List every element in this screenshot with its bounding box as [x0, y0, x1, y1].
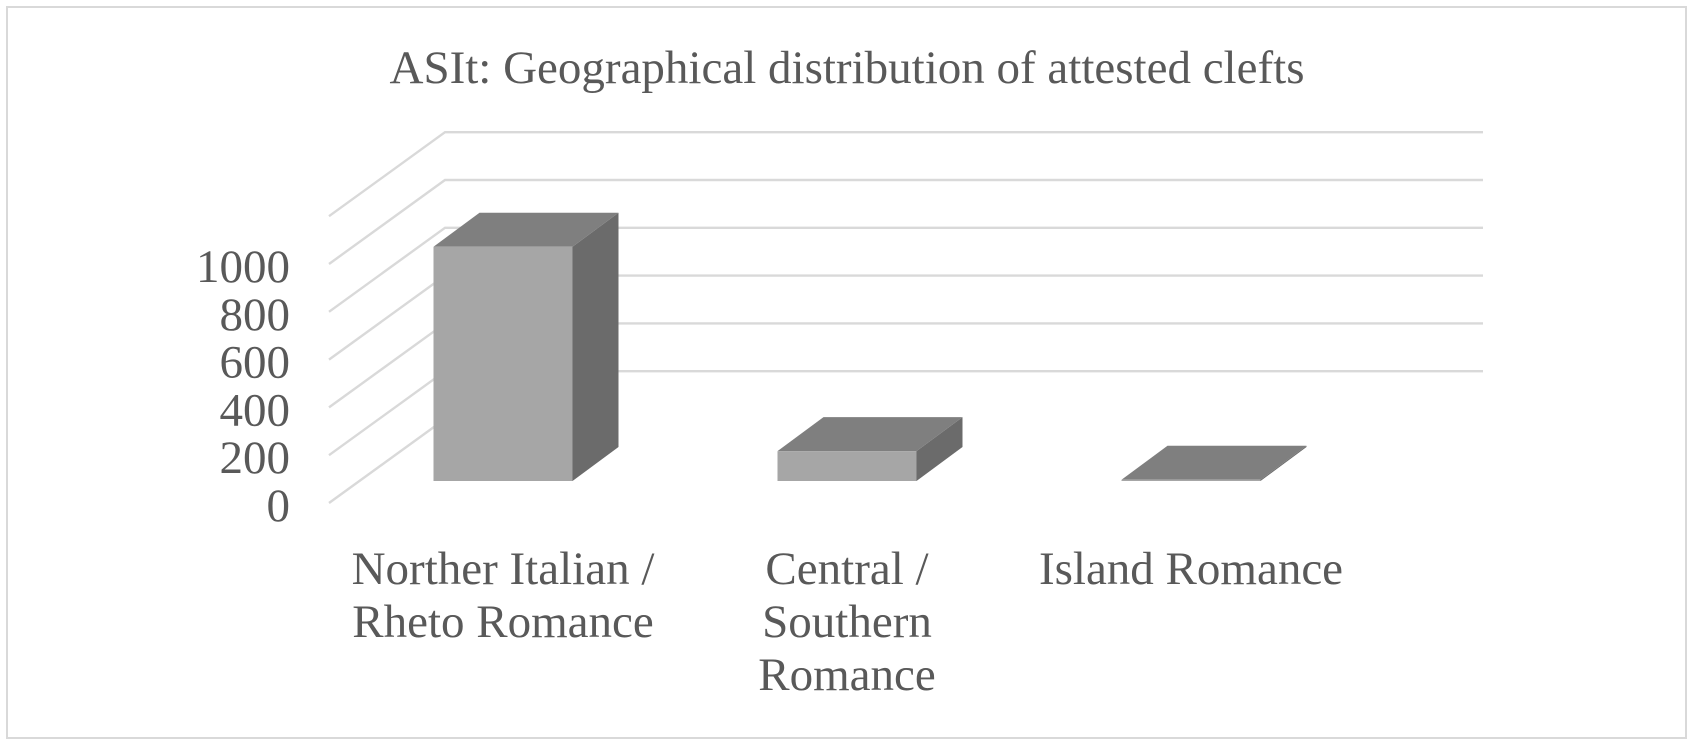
bar	[777, 417, 963, 481]
chart-frame	[6, 6, 1687, 739]
bar	[1121, 445, 1307, 481]
bar-front	[777, 451, 917, 481]
y-tick-label: 0	[267, 480, 291, 532]
bar-top	[1121, 445, 1307, 480]
x-axis-categories: Norther Italian / Rheto Romance Central / S…	[352, 543, 1343, 701]
gridline	[328, 130, 1483, 218]
gridlines	[328, 130, 1483, 504]
y-tick-label: 400	[220, 384, 291, 436]
gridline	[328, 178, 1483, 265]
bar-front	[1121, 479, 1261, 481]
y-tick-label: 200	[220, 432, 291, 484]
x-category-line: Norther Italian /	[352, 543, 656, 595]
x-category-label: Island Romance	[1039, 543, 1343, 595]
x-category-line: Romance	[758, 649, 936, 701]
y-tick-label: 800	[220, 289, 291, 341]
x-category-label: Norther Italian / Rheto Romance	[352, 543, 656, 648]
x-category-line: Island Romance	[1039, 543, 1343, 595]
bar-side	[1260, 445, 1307, 481]
bar-top	[777, 417, 963, 452]
bar	[433, 212, 619, 481]
chart-title: ASIt: Geographical distribution of attes…	[390, 42, 1305, 94]
bars	[433, 212, 1307, 481]
gridline	[328, 226, 1483, 313]
x-category-line: Rheto Romance	[352, 596, 654, 648]
y-tick-label: 1000	[196, 241, 290, 293]
bar-side	[916, 417, 963, 481]
floor-line	[328, 418, 446, 504]
x-category-label: Central / Southern Romance	[758, 543, 936, 701]
bar-side	[572, 212, 619, 481]
x-category-line: Central /	[765, 543, 929, 595]
x-category-line: Southern	[762, 596, 932, 648]
bar-front	[433, 246, 573, 481]
bar-top	[433, 212, 619, 247]
y-tick-label: 600	[220, 337, 291, 389]
